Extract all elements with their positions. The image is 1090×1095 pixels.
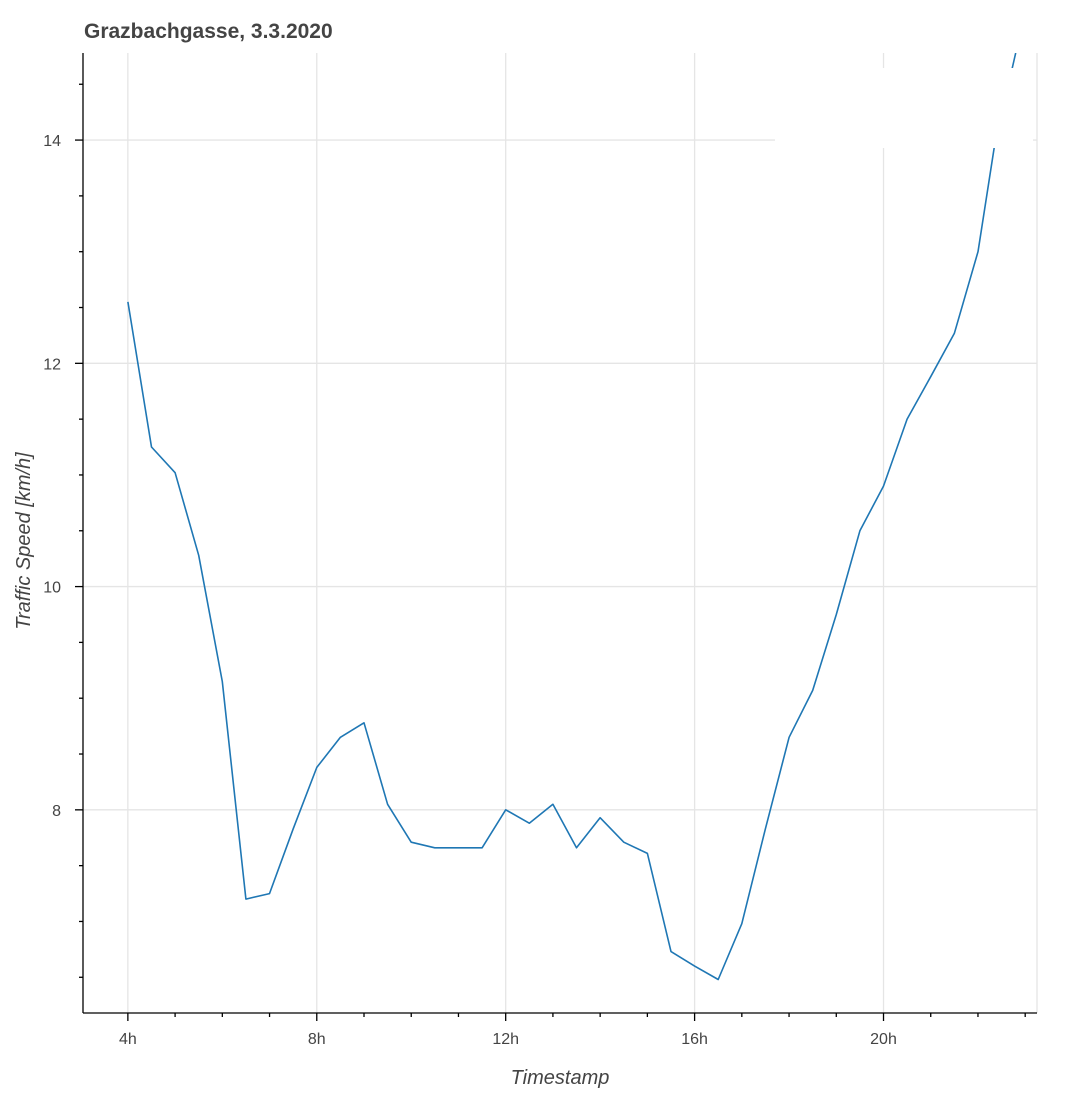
grid-lines	[83, 53, 1037, 1013]
x-tick-label: 20h	[870, 1031, 897, 1048]
y-axis-label: Traffic Speed [km/h]	[13, 452, 35, 630]
axis-ticks: 4h 8h 12h 16h 20h 8 10 12 14	[43, 84, 1025, 1048]
x-tick-label: 16h	[681, 1031, 708, 1048]
x-tick-label: 4h	[119, 1031, 137, 1048]
chart-title: Grazbachgasse, 3.3.2020	[84, 20, 333, 43]
series-layer	[128, 53, 1016, 980]
x-tick-label: 12h	[492, 1031, 519, 1048]
y-tick-label: 10	[43, 580, 61, 597]
y-tick-label: 14	[43, 133, 61, 150]
series-line-0	[128, 53, 1016, 980]
y-tick-label: 8	[52, 803, 61, 820]
x-axis-label: Timestamp	[511, 1067, 610, 1089]
x-tick-label: 8h	[308, 1031, 326, 1048]
legend-area	[775, 68, 1033, 148]
y-tick-label: 12	[43, 356, 61, 373]
